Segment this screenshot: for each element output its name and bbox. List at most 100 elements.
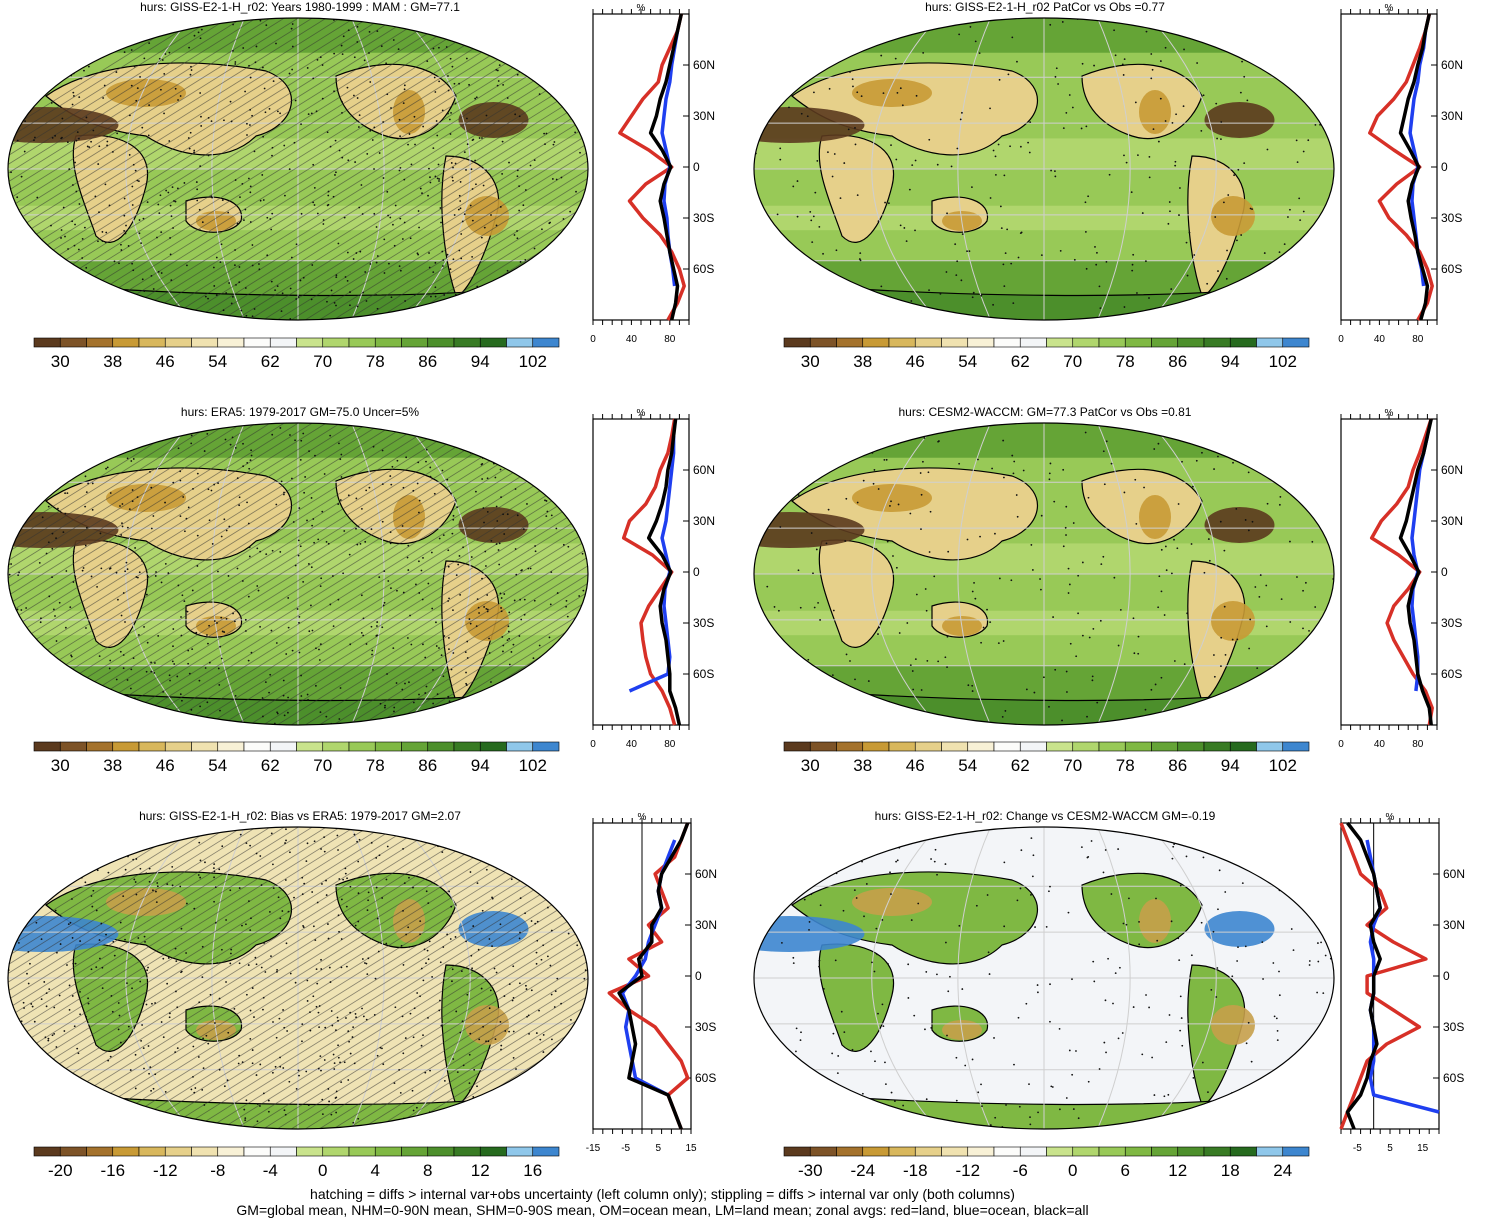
- longitude-line: [871, 423, 940, 725]
- stipple-dot: [267, 1099, 270, 1102]
- stipple-dot: [535, 295, 538, 297]
- colorbar-box: [322, 337, 350, 348]
- stipple-dot: [977, 458, 979, 461]
- stipple-dot: [129, 687, 132, 690]
- stipple-dot: [109, 659, 112, 662]
- stipple-dot: [136, 576, 139, 579]
- hatch-line: [8, 423, 260, 725]
- stipple-dot: [272, 1021, 274, 1023]
- stipple-dot: [127, 245, 130, 247]
- stipple-dot: [771, 641, 774, 644]
- stipple-dot: [506, 97, 509, 99]
- stipple-dot: [559, 1119, 562, 1122]
- stipple-dot: [308, 563, 310, 565]
- lat-label: 30N: [1441, 109, 1463, 123]
- stipple-dot: [74, 962, 77, 965]
- stipple-dot: [337, 849, 339, 851]
- stipple-dot: [518, 468, 521, 471]
- stipple-dot: [152, 515, 155, 517]
- stipple-dot: [75, 466, 77, 469]
- stipple-dot: [1277, 423, 1280, 424]
- stipple-dot: [538, 644, 541, 647]
- colorbar: 303846546270788694102110: [33, 741, 560, 775]
- colorbar-label: 70: [1063, 352, 1082, 371]
- stipple-dot: [197, 1056, 200, 1058]
- hatch-line: [77, 18, 568, 320]
- stipple-dot: [42, 470, 45, 473]
- stipple-dot: [1227, 194, 1230, 196]
- lat-label: 0: [1441, 565, 1448, 579]
- stipple-dot: [1028, 151, 1031, 154]
- stipple-dot: [476, 1085, 478, 1088]
- stipple-dot: [968, 250, 971, 253]
- stipple-dot: [449, 57, 452, 60]
- stipple-dot: [449, 938, 452, 940]
- stipple-dot: [914, 159, 917, 162]
- stipple-dot: [44, 1036, 47, 1039]
- stipple-dot: [524, 1077, 527, 1080]
- hatch-line: [217, 423, 588, 725]
- stipple-dot: [1259, 574, 1262, 576]
- stipple-dot: [574, 904, 577, 906]
- stipple-dot: [177, 447, 180, 450]
- stipple-dot: [90, 968, 93, 971]
- stipple-dot: [809, 210, 812, 213]
- stipple-dot: [523, 34, 526, 36]
- hatch-line: [427, 827, 588, 1129]
- colorbar-box: [296, 741, 324, 752]
- stipple-dot: [1132, 617, 1135, 620]
- stipple-dot: [436, 693, 439, 696]
- stipple-dot: [1048, 478, 1051, 481]
- colorbar-label: 46: [156, 756, 175, 775]
- stipple-dot: [328, 966, 331, 969]
- hatch-line: [8, 18, 232, 320]
- stipple-dot: [349, 1011, 352, 1014]
- stipple-dot: [215, 294, 218, 297]
- stipple-dot: [174, 947, 177, 950]
- dry-region: [1139, 899, 1171, 943]
- stipple-dot: [885, 1083, 887, 1086]
- stipple-dot: [1084, 431, 1087, 434]
- stipple-dot: [253, 1016, 255, 1018]
- stipple-dot: [407, 569, 410, 571]
- stipple-dot: [1102, 871, 1105, 874]
- colorbar-box: [532, 1146, 560, 1157]
- stipple-dot: [432, 668, 434, 671]
- colorbar-box: [427, 1146, 455, 1157]
- stipple-dot: [468, 618, 471, 620]
- stipple-dot: [398, 265, 401, 268]
- colorbar-box: [191, 741, 219, 752]
- stipple-dot: [327, 1088, 330, 1090]
- stipple-dot: [988, 973, 991, 975]
- stipple-dot: [154, 575, 157, 577]
- stipple-dot: [418, 592, 421, 594]
- stipple-dot: [105, 231, 108, 234]
- stipple-dot: [357, 126, 360, 128]
- stipple-dot: [300, 695, 303, 697]
- stipple-dot: [323, 1059, 326, 1061]
- stipple-dot: [785, 250, 788, 253]
- stipple-dot: [800, 112, 803, 115]
- stipple-dot: [507, 625, 510, 628]
- stipple-dot: [28, 890, 31, 893]
- stipple-dot: [82, 567, 85, 569]
- stipple-dot: [167, 572, 170, 574]
- stipple-dot: [87, 482, 90, 485]
- stipple-dot: [359, 542, 362, 545]
- colorbar-label: 62: [1011, 352, 1030, 371]
- stipple-dot: [1287, 216, 1289, 218]
- stipple-dot: [459, 1117, 462, 1120]
- stipple-dot: [199, 876, 202, 879]
- stipple-dot: [419, 187, 422, 190]
- stipple-dot: [293, 896, 295, 899]
- stipple-dot: [483, 521, 485, 524]
- stipple-dot: [1071, 978, 1073, 981]
- stipple-dot: [186, 610, 189, 613]
- stipple-dot: [358, 114, 361, 117]
- stipple-dot: [216, 962, 219, 964]
- stipple-dot: [1249, 207, 1252, 210]
- stipple-dot: [164, 562, 167, 565]
- stipple-dot: [268, 691, 270, 694]
- stipple-dot: [260, 966, 263, 969]
- stipple-dot: [550, 993, 553, 996]
